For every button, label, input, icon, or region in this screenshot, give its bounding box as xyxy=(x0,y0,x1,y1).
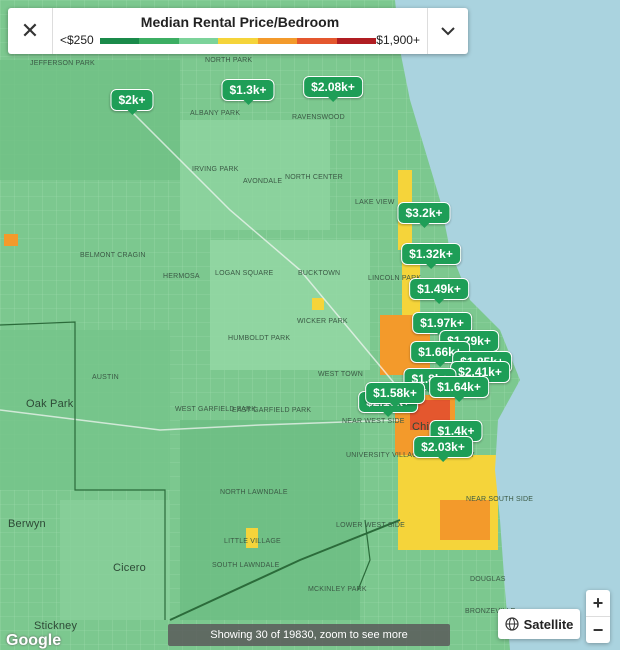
label-south-lawndale: SOUTH LAWNDALE xyxy=(212,562,280,569)
results-status: Showing 30 of 19830, zoom to see more xyxy=(168,624,450,646)
price-pin[interactable]: $2.03k+ xyxy=(413,436,473,462)
scale-swatch xyxy=(297,38,337,44)
label-albany-park: ALBANY PARK xyxy=(190,110,241,117)
label-jefferson-park: JEFFERSON PARK xyxy=(30,60,95,67)
legend-min-label: <$250 xyxy=(60,33,94,47)
label-west-garfield-park: WEST GARFIELD PARK xyxy=(175,406,257,413)
city-label-stickney: Stickney xyxy=(34,620,78,632)
zoom-out-button[interactable]: − xyxy=(592,619,604,640)
close-icon[interactable]: ✕ xyxy=(8,8,53,54)
label-logan-square: LOGAN SQUARE xyxy=(215,270,274,277)
label-austin: AUSTIN xyxy=(92,374,119,381)
scale-swatch xyxy=(139,38,179,44)
label-north-center: NORTH CENTER xyxy=(285,174,343,181)
google-attribution: Google xyxy=(6,632,62,649)
label-avondale: AVONDALE xyxy=(243,178,283,185)
label-lincoln-park: LINCOLN PARK xyxy=(368,275,422,282)
label-north-lawndale: NORTH LAWNDALE xyxy=(220,489,288,496)
label-humboldt-park: HUMBOLDT PARK xyxy=(228,335,291,342)
satellite-button[interactable]: Satellite xyxy=(498,609,580,639)
scale-swatch xyxy=(100,38,140,44)
legend-title: Median Rental Price/Bedroom xyxy=(140,14,340,30)
label-douglas: DOUGLAS xyxy=(470,576,506,583)
label-near-south-side: NEAR SOUTH SIDE xyxy=(466,496,534,503)
price-pin[interactable]: $1.32k+ xyxy=(401,243,461,269)
label-university-village: UNIVERSITY VILLAGE / LITTLE ITALY xyxy=(346,452,475,459)
label-little-village: LITTLE VILLAGE xyxy=(224,538,281,545)
price-pin[interactable]: $1.49k+ xyxy=(409,278,469,304)
label-lake-view: LAKE VIEW xyxy=(355,199,395,206)
price-legend: ✕ Median Rental Price/Bedroom <$250 $1,9… xyxy=(8,8,468,54)
scale-swatch xyxy=(178,38,219,44)
legend-color-scale xyxy=(100,38,376,44)
label-hermosa: HERMOSA xyxy=(163,273,200,280)
satellite-label: Satellite xyxy=(523,616,574,632)
label-west-town: WEST TOWN xyxy=(318,371,363,378)
price-pin[interactable]: $1.64k+ xyxy=(429,376,489,402)
label-irving-park: IRVING PARK xyxy=(192,166,239,173)
label-bronzeville: BRONZEVILLE xyxy=(465,608,516,615)
scale-swatch xyxy=(218,38,258,44)
globe-icon xyxy=(504,617,519,631)
label-belmont-cragin: BELMONT CRAGIN xyxy=(80,252,146,259)
label-mckinley-park: MCKINLEY PARK xyxy=(308,586,367,593)
label-east-garfield-park: EAST GARFIELD PARK xyxy=(232,407,312,414)
city-label-cicero: Cicero xyxy=(113,562,146,574)
price-pin[interactable]: $1.3k+ xyxy=(221,79,275,105)
price-pin[interactable]: $3.2k+ xyxy=(397,202,451,228)
label-ravenswood: RAVENSWOOD xyxy=(292,114,345,121)
city-label-oak-park: Oak Park xyxy=(26,398,74,410)
price-pin[interactable]: $2k+ xyxy=(110,89,154,115)
city-label-berwyn: Berwyn xyxy=(8,518,46,530)
price-pin[interactable]: $2.08k+ xyxy=(303,76,363,102)
legend-max-label: $1,900+ xyxy=(376,33,420,47)
label-bucktown: BUCKTOWN xyxy=(298,270,341,277)
scale-swatch xyxy=(257,38,298,44)
chevron-down-icon[interactable] xyxy=(427,8,468,54)
zoom-controls: + − xyxy=(586,590,610,643)
label-lower-west-side: LOWER WEST SIDE xyxy=(336,522,405,529)
scale-swatch xyxy=(336,38,376,44)
label-north-park: NORTH PARK xyxy=(205,57,253,64)
label-near-west-side: NEAR WEST SIDE xyxy=(342,418,405,425)
label-wicker-park: WICKER PARK xyxy=(297,318,348,325)
price-pin[interactable]: $1.58k+ xyxy=(365,382,425,408)
zoom-in-button[interactable]: + xyxy=(586,590,610,617)
